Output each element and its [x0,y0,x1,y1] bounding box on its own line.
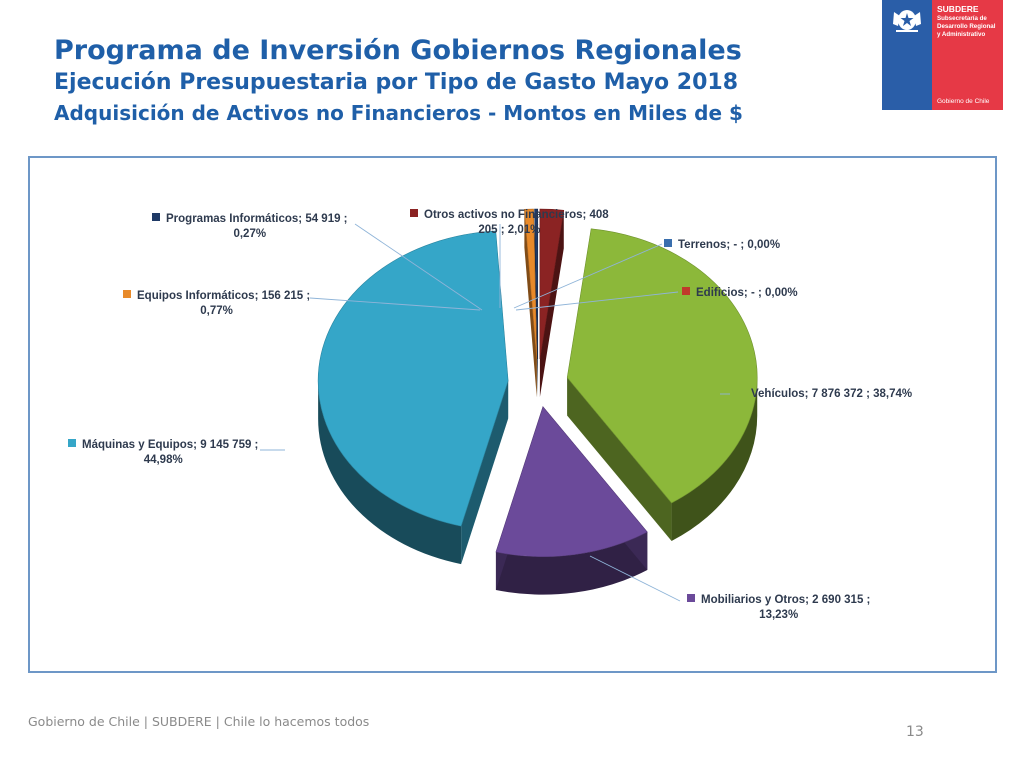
page-subtitle: Ejecución Presupuestaria por Tipo de Gas… [54,70,739,95]
slice-maquinas-equipos-cut-face [461,380,509,565]
logo-subtitle: Subsecretaría de Desarrollo Regional y A… [937,15,995,39]
label-vehiculos: Vehículos; 7 876 372 ; 38,74% [737,387,912,402]
slice-mobiliarios-side [495,532,648,595]
label-line-1: Edificios; - ; 0,00% [696,287,798,299]
label-maquinas-equipos: Máquinas y Equipos; 9 145 759 ; 44,98% [68,438,258,468]
legend-swatch-equipos-informaticos [123,290,131,298]
legend-swatch-mobiliarios [687,594,695,602]
label-line-2: 205 ; 2,01% [478,224,541,236]
label-line-2: 0,77% [200,305,233,317]
label-edificios: Edificios; - ; 0,00% [682,286,798,301]
label-otros-activos: Otros activos no Financieros; 408 205 ; … [410,208,609,238]
slice-equipos-informaticos-cut-face [524,209,537,398]
label-line-1: Mobiliarios y Otros; 2 690 315 ; [701,594,871,606]
footer-text: Gobierno de Chile | SUBDERE | Chile lo h… [28,714,370,729]
title-block: Programa de Inversión Gobiernos Regional… [54,34,743,128]
slice-equipos-informaticos [524,208,538,360]
leader-line [354,223,483,311]
legend-swatch-terrenos [664,239,672,247]
pie-chart [260,208,758,602]
chart-frame: Programas Informáticos; 54 919 ; 0,27% O… [28,156,997,673]
logo-sub-line-1: Subsecretaría de [937,15,987,22]
label-line-2: 13,23% [759,609,799,621]
leader-line [309,297,481,311]
label-line-2: 44,98% [143,454,183,466]
label-line-1: Programas Informáticos; 54 919 ; [166,213,348,225]
coat-of-arms-icon [893,10,921,32]
logo-gobierno: Gobierno de Chile [937,98,990,105]
slice-mobiliarios [495,406,648,557]
legend-swatch-programas [152,213,160,221]
page-number: 13 [906,724,924,740]
pie-slice-tops [317,208,758,557]
subdere-logo: SUBDERE Subsecretaría de Desarrollo Regi… [882,0,1003,110]
slice-programas-informaticos [534,208,539,360]
logo-red-band: SUBDERE Subsecretaría de Desarrollo Regi… [932,0,1003,110]
slice-vehiculos-cut-face [567,377,672,541]
label-line-1: Máquinas y Equipos; 9 145 759 ; [82,439,259,451]
logo-name: SUBDERE [937,4,979,14]
leader-line [515,291,679,311]
page-title: Programa de Inversión Gobiernos Regional… [54,35,742,66]
label-line-1: Vehículos; 7 876 372 ; 38,74% [751,388,913,400]
label-line-2: 0,27% [233,228,267,240]
label-mobiliarios: Mobiliarios y Otros; 2 690 315 ; 13,23% [687,593,870,623]
label-programas-informaticos: Programas Informáticos; 54 919 ; 0,27% [152,212,348,242]
label-line-1: Equipos Informáticos; 156 215 ; [137,290,311,302]
leader-lines [260,223,730,602]
label-line-1: Otros activos no Financieros; 408 [424,209,609,221]
label-line-1: Terrenos; - ; 0,00% [678,239,781,251]
legend-swatch-edificios [682,287,690,295]
legend-swatch-maquinas [68,439,76,447]
label-terrenos: Terrenos; - ; 0,00% [664,238,780,253]
slice-otros-activos-cut-face [539,210,564,398]
slice-maquinas-equipos [317,230,509,527]
slice-maquinas-equipos-side [318,380,462,565]
page-subtitle-2: Adquisición de Activos no Financieros - … [54,101,743,125]
label-equipos-informaticos: Equipos Informáticos; 156 215 ; 0,77% [123,289,310,319]
logo-blue-band [882,0,932,110]
slice-vehiculos [566,228,758,504]
logo-sub-line-2: Desarrollo Regional [937,23,996,30]
leader-line [589,555,681,602]
slice-otros-activos [539,208,565,360]
legend-swatch-vehiculos [737,388,745,396]
leader-line [513,243,663,309]
slice-vehiculos-side [671,377,758,541]
legend-swatch-otros [410,209,418,217]
logo-sub-line-3: y Administrativo [937,31,986,38]
